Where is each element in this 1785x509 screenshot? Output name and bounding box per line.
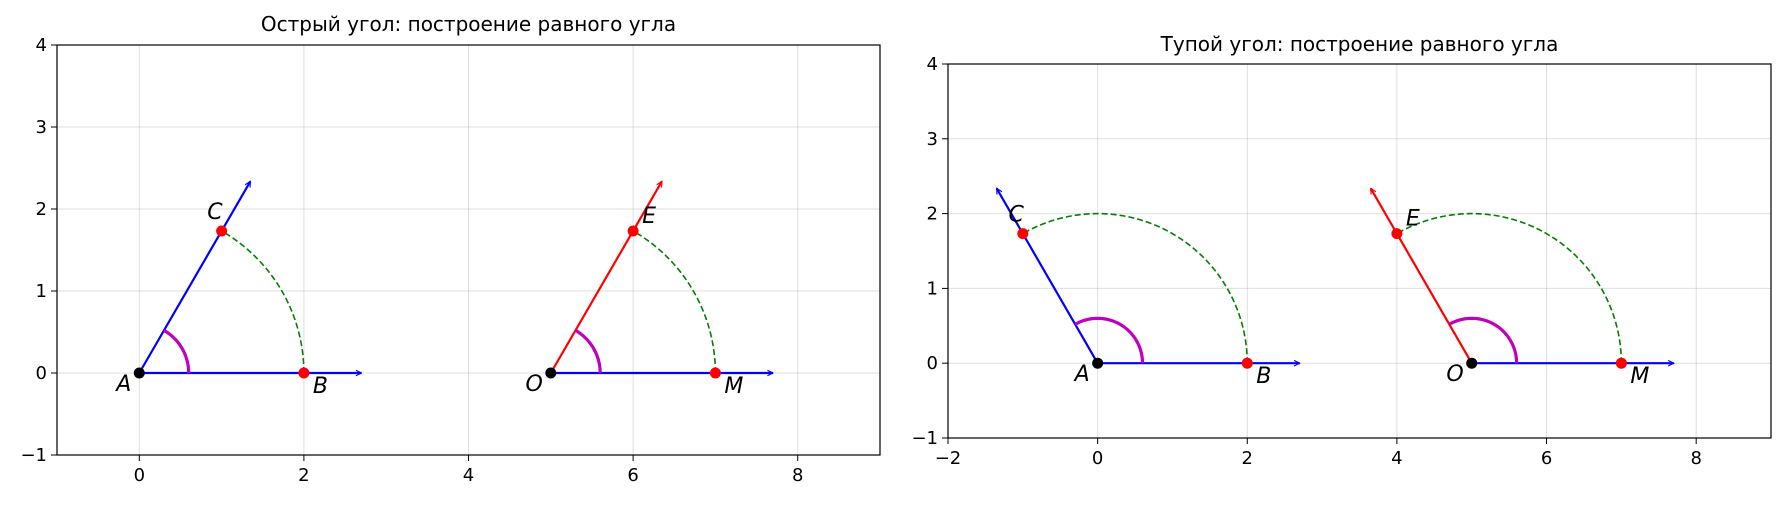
- chart-panel-1: A B C O M E 0 2 4 6 8 −1 0 1 2 3 4 Острый угол: построени…: [20, 12, 881, 486]
- ray-line: [1369, 188, 1473, 364]
- y-tick-label: 2: [36, 199, 47, 220]
- x-tick-label: 4: [463, 465, 474, 486]
- x-tick-label: 2: [1242, 448, 1253, 469]
- ray-line: [995, 188, 1099, 364]
- y-tick-label: 3: [927, 129, 938, 150]
- y-tick-label: 4: [927, 54, 938, 75]
- point-O: [545, 367, 557, 379]
- point-O: [1466, 357, 1478, 369]
- angle-mark-arc: [574, 329, 602, 374]
- x-tick-label: 8: [1690, 448, 1701, 469]
- angle-mark-arc: [1448, 316, 1519, 364]
- point-label-B: B: [313, 374, 328, 399]
- point-label-C: C: [1008, 203, 1024, 228]
- y-tick-label: 3: [36, 117, 47, 138]
- point-C: [216, 225, 228, 237]
- construction-arc: [1022, 212, 1249, 364]
- plot-area: [995, 188, 1674, 369]
- angle-mark-arc: [163, 329, 191, 374]
- x-tick-label: −2: [935, 448, 962, 469]
- ray-line: [549, 181, 663, 374]
- y-tick-label: 0: [36, 363, 47, 384]
- y-tick-label: −1: [20, 445, 47, 466]
- x-tick-label: 0: [134, 465, 145, 486]
- point-A: [133, 367, 145, 379]
- point-C: [1017, 228, 1029, 240]
- point-label-M: M: [1630, 364, 1649, 389]
- point-label-A: A: [1073, 362, 1090, 387]
- point-label-B: B: [1256, 364, 1271, 389]
- point-M: [709, 367, 721, 379]
- point-label-O: O: [1446, 362, 1463, 387]
- point-E: [627, 225, 639, 237]
- chart-title: Острый угол: построение равного угла: [261, 12, 676, 36]
- point-B: [298, 367, 310, 379]
- y-tick-label: 1: [36, 281, 47, 302]
- point-A: [1092, 357, 1104, 369]
- x-tick-label: 4: [1391, 448, 1402, 469]
- point-E: [1391, 228, 1403, 240]
- point-B: [1241, 357, 1253, 369]
- point-M: [1615, 357, 1627, 369]
- ray-line: [138, 181, 252, 374]
- x-tick-label: 8: [792, 465, 803, 486]
- x-tick-label: 6: [1541, 448, 1552, 469]
- angle-mark-arc: [1074, 316, 1145, 364]
- x-tick-label: 6: [627, 465, 638, 486]
- construction-arc: [221, 230, 305, 374]
- y-tick-label: 1: [927, 278, 938, 299]
- point-label-M: M: [724, 374, 743, 399]
- x-tick-label: 0: [1092, 448, 1103, 469]
- point-label-O: O: [525, 372, 542, 397]
- point-label-A: A: [114, 372, 131, 397]
- x-tick-label: 2: [298, 465, 309, 486]
- chart-panel-2: A B C O M E −2 0 2 4 6 8 −1 0 1 2 3 4 Тупой угол: построен…: [911, 32, 1772, 469]
- construction-arc: [1396, 212, 1623, 364]
- axes-frame: [947, 63, 1772, 439]
- point-label-E: E: [642, 204, 656, 229]
- y-tick-label: −1: [911, 428, 938, 449]
- plot-area: [133, 181, 773, 379]
- point-label-C: C: [207, 200, 223, 225]
- construction-arc: [632, 230, 717, 374]
- y-tick-label: 0: [927, 353, 938, 374]
- y-tick-label: 2: [927, 204, 938, 225]
- y-tick-label: 4: [36, 35, 47, 56]
- chart-title: Тупой угол: построение равного угла: [1160, 32, 1559, 56]
- point-label-E: E: [1406, 207, 1420, 232]
